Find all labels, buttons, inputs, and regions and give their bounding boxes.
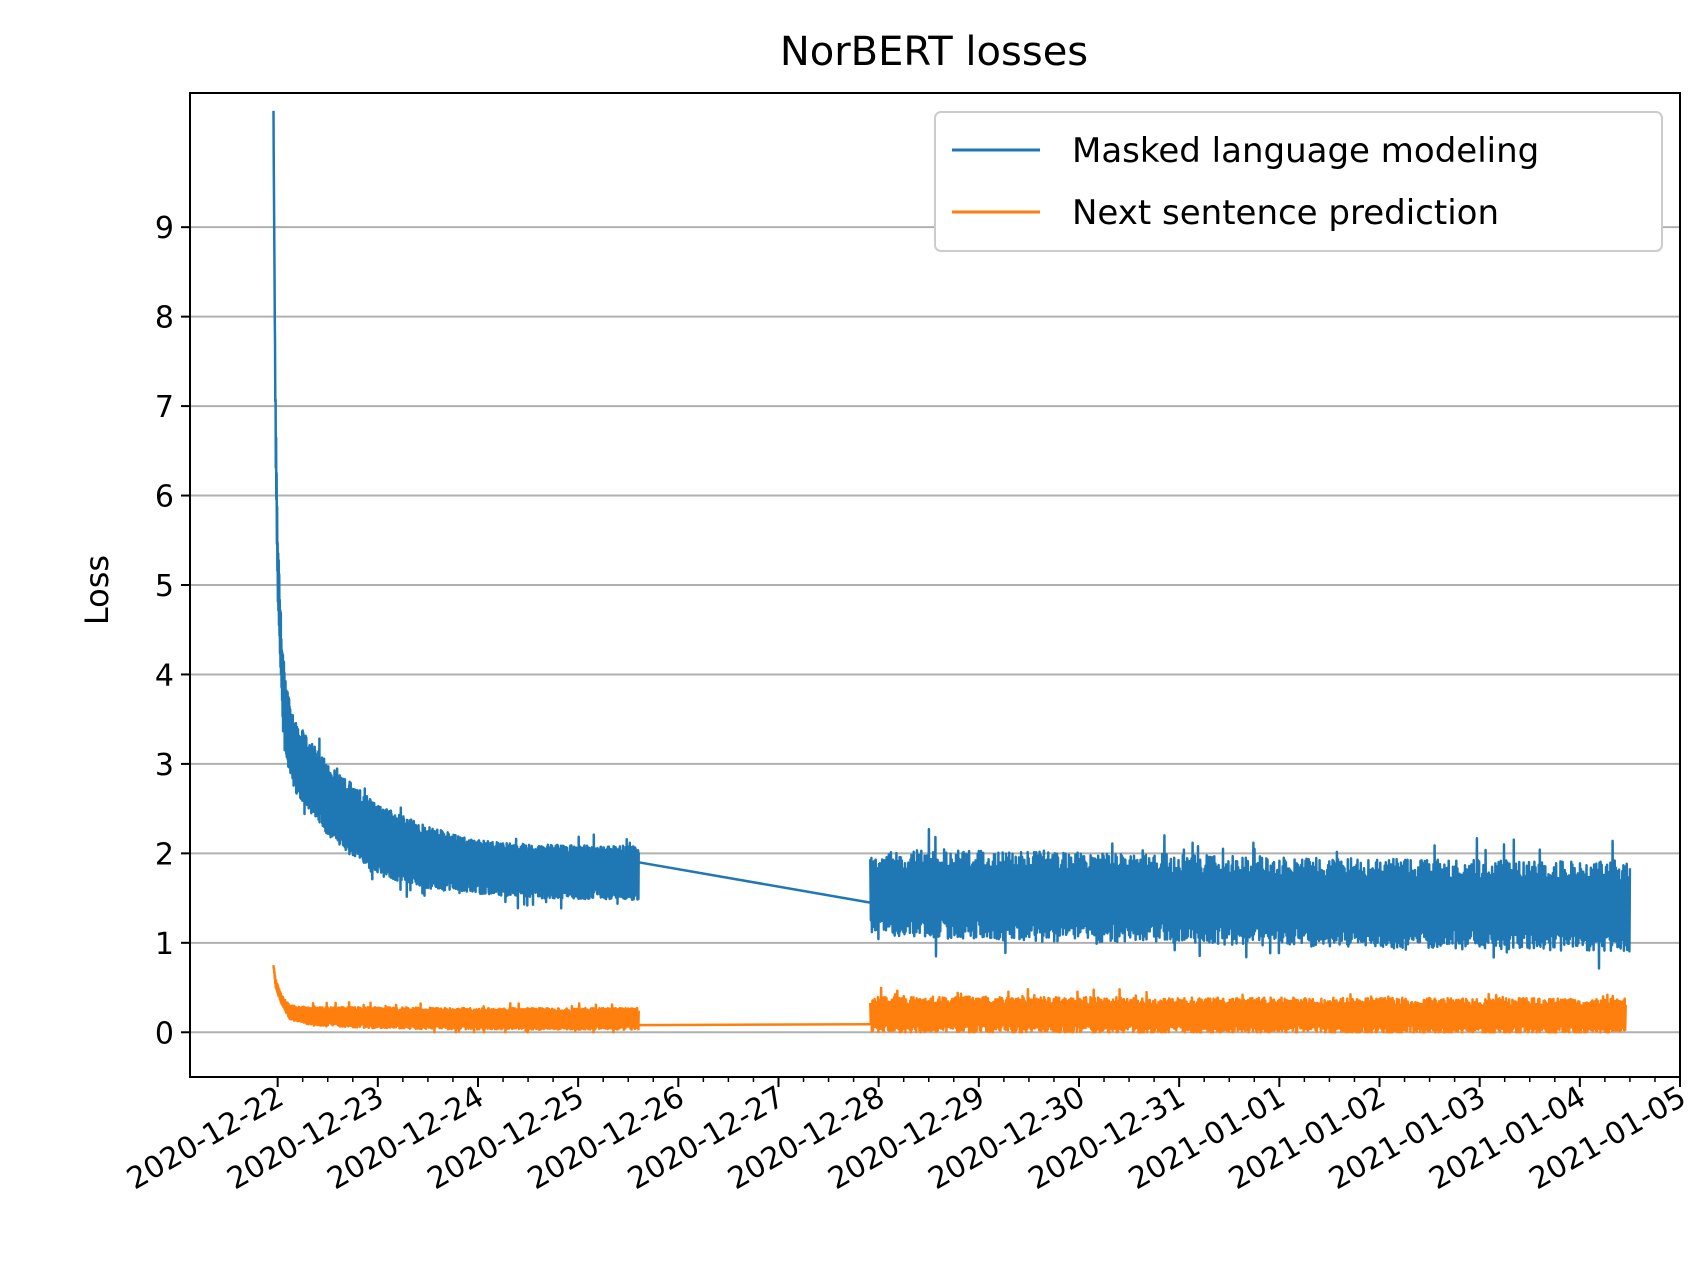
legend: Masked language modeling Next sentence p… (934, 111, 1663, 252)
series-line-segment (638, 861, 871, 904)
series-line-segment (272, 110, 640, 910)
series-layer (272, 110, 1632, 1034)
legend-label-mlm: Masked language modeling (1072, 131, 1539, 171)
y-tick-label: 9 (155, 211, 174, 246)
series-line-segment (869, 986, 1627, 1034)
y-tick-label: 8 (155, 301, 174, 336)
y-axis-label: Loss (78, 555, 116, 625)
y-tick-label: 7 (155, 390, 174, 425)
series-mlm (272, 110, 1632, 970)
y-tick-label: 4 (155, 658, 174, 693)
y-tick-label: 5 (155, 569, 174, 604)
y-tick-label: 1 (155, 927, 174, 962)
y-axis-ticks: 0 1 2 3 4 5 6 7 8 9 (155, 211, 190, 1051)
series-nsp (272, 965, 1627, 1034)
series-line-segment (869, 827, 1632, 970)
y-tick-label: 2 (155, 837, 174, 872)
y-tick-label: 0 (155, 1016, 174, 1051)
y-tick-label: 3 (155, 748, 174, 783)
chart-title: NorBERT losses (780, 29, 1088, 75)
legend-box (934, 111, 1663, 252)
legend-label-nsp: Next sentence prediction (1072, 193, 1499, 233)
series-line-segment (272, 965, 640, 1034)
series-line-segment (638, 1022, 871, 1027)
y-tick-label: 6 (155, 480, 174, 515)
